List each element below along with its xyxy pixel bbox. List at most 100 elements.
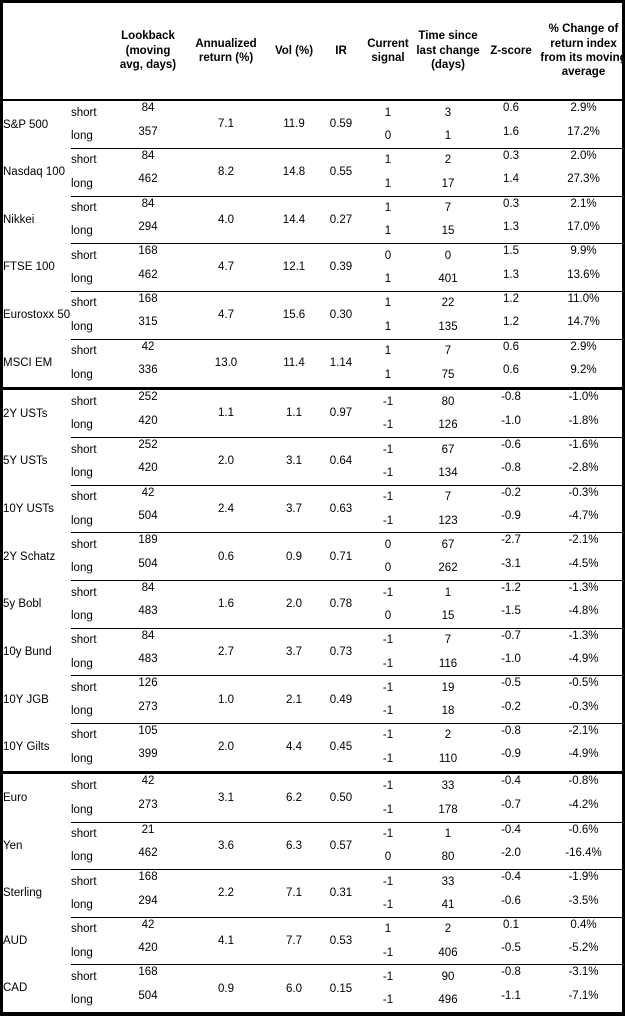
current-signal-value: 0	[384, 609, 392, 622]
term-label: long	[71, 803, 93, 816]
table-row: long 504 -1 123 -0.9 -4.7%	[3, 509, 622, 533]
table-row: 10Y Gilts short 105 2.0 4.4 0.45 -1 2 -0.8 -2.1%	[3, 723, 622, 773]
annualized-return-value: 3.1	[183, 771, 269, 823]
ir-value: 0.63	[319, 484, 363, 533]
z-score-value: -1.5	[501, 605, 521, 618]
lookback-value: 168	[113, 290, 183, 316]
time-since-change-value: 1	[413, 821, 483, 846]
table-row: long 336 1 75 0.6 9.2%	[3, 363, 622, 388]
time-since-change-value: 7	[413, 484, 483, 510]
time-since-change-value: 2	[413, 916, 483, 942]
current-signal-value: -1	[363, 675, 413, 700]
table-row: long 273 -1 178 -0.7 -4.2%	[3, 798, 622, 822]
vol-value: 6.3	[269, 821, 319, 870]
annualized-return-value: 4.0	[183, 195, 269, 244]
term-label: long	[71, 273, 93, 286]
annualized-return-value: 2.7	[183, 627, 269, 676]
z-score-value: 0.6	[483, 338, 539, 363]
header-ir: IR	[319, 3, 363, 101]
annualized-return-value: 13.0	[183, 338, 269, 389]
time-since-change-value: 116	[438, 657, 458, 670]
ir-value: 0.53	[319, 916, 363, 965]
annualized-return-value: 1.0	[183, 675, 269, 724]
term-label: short	[71, 338, 113, 363]
current-signal-value: 0	[384, 562, 392, 575]
time-since-change-value: 262	[438, 562, 458, 575]
vol-value: 3.7	[269, 627, 319, 676]
term-label: long	[71, 177, 93, 190]
vol-value: 0.9	[269, 532, 319, 581]
z-score-value: 0.1	[483, 916, 539, 942]
lookback-value: 126	[113, 675, 183, 700]
term-label: short	[71, 437, 113, 462]
term-label: short	[71, 106, 97, 119]
table-row: Nikkei short 84 4.0 14.4 0.27 1 7 0.3 2.1%	[3, 195, 622, 244]
time-since-change-value: 2	[413, 147, 483, 173]
z-score-value: 0.6	[503, 102, 519, 114]
lookback-value: 168	[113, 869, 183, 894]
term-label: short	[71, 532, 113, 557]
current-signal-value: -1	[363, 723, 413, 748]
asset-name: 10Y JGB	[3, 693, 49, 706]
z-score-value: -0.8	[483, 386, 539, 414]
current-signal-value: 1	[363, 147, 413, 173]
current-signal-value: 1	[363, 195, 413, 220]
table-row: Eurostoxx 50 short 168 4.7 15.6 0.30 1 22 1.2 11.…	[3, 290, 622, 340]
term-label: long	[71, 705, 93, 718]
lookback-value: 504	[138, 510, 158, 523]
z-score-value: 1.2	[503, 316, 519, 329]
vol-value: 6.2	[269, 771, 319, 823]
z-score-value: -3.1	[501, 557, 521, 570]
term-label: short	[71, 147, 113, 173]
pct-change-value: -4.7%	[568, 510, 599, 523]
asset-name: FTSE 100	[3, 261, 55, 274]
time-since-change-value: 90	[413, 964, 483, 989]
z-score-value: 1.2	[483, 290, 539, 316]
table-row: 10y Bund short 84 2.7 3.7 0.73 -1 7 -0.7 -1.3%	[3, 627, 622, 676]
current-signal-value: -1	[363, 484, 413, 510]
pct-change-value: 2.9%	[539, 338, 622, 363]
lookback-value: 336	[138, 363, 158, 376]
current-signal-value: 0	[363, 532, 413, 557]
term-label: long	[71, 609, 93, 622]
term-label: long	[71, 657, 93, 670]
asset-name: CAD	[3, 982, 28, 995]
term-label: long	[71, 130, 93, 143]
table-row: long 357 0 1 1.6 17.2%	[3, 125, 622, 149]
term-label: short	[71, 484, 113, 510]
time-since-change-value: 123	[438, 514, 458, 527]
asset-name: Eurostoxx 50	[3, 309, 71, 322]
current-signal-value: -1	[382, 946, 394, 959]
annualized-return-value: 4.7	[183, 290, 269, 340]
lookback-value: 294	[138, 894, 158, 907]
current-signal-value: -1	[363, 437, 413, 462]
current-signal-value: 0	[384, 851, 392, 864]
asset-name: 10y Bund	[3, 645, 52, 658]
lookback-value: 252	[113, 437, 183, 462]
time-since-change-value: 67	[413, 532, 483, 557]
current-signal-value: 1	[384, 177, 392, 190]
vol-value: 2.1	[269, 675, 319, 724]
pct-change-value: -4.9%	[568, 653, 599, 666]
ir-value: 0.57	[319, 821, 363, 870]
vol-value: 14.8	[269, 147, 319, 197]
table-row: long 462 1 17 1.4 27.3%	[3, 172, 622, 196]
lookback-value: 504	[138, 557, 158, 570]
table-row: 10Y USTs short 42 2.4 3.7 0.63 -1 7 -0.2 -0.3%	[3, 484, 622, 533]
lookback-value: 462	[138, 268, 158, 281]
current-signal-value: -1	[382, 753, 394, 766]
vol-value: 4.4	[269, 723, 319, 773]
header-pct-change-from-ma: % Change of return index from its moving…	[539, 3, 622, 101]
time-since-change-value: 7	[413, 195, 483, 220]
ir-value: 0.30	[319, 290, 363, 340]
time-since-change-value: 3	[444, 106, 452, 119]
current-signal-value: -1	[382, 898, 394, 911]
asset-name: 2Y USTs	[3, 386, 71, 438]
annualized-return-value: 1.6	[183, 580, 269, 629]
z-score-value: -1.0	[501, 414, 521, 427]
z-score-value: -0.9	[501, 748, 521, 761]
pct-change-value: -1.9%	[539, 869, 622, 894]
time-since-change-value: 33	[413, 869, 483, 894]
z-score-value: -1.1	[501, 989, 521, 1002]
